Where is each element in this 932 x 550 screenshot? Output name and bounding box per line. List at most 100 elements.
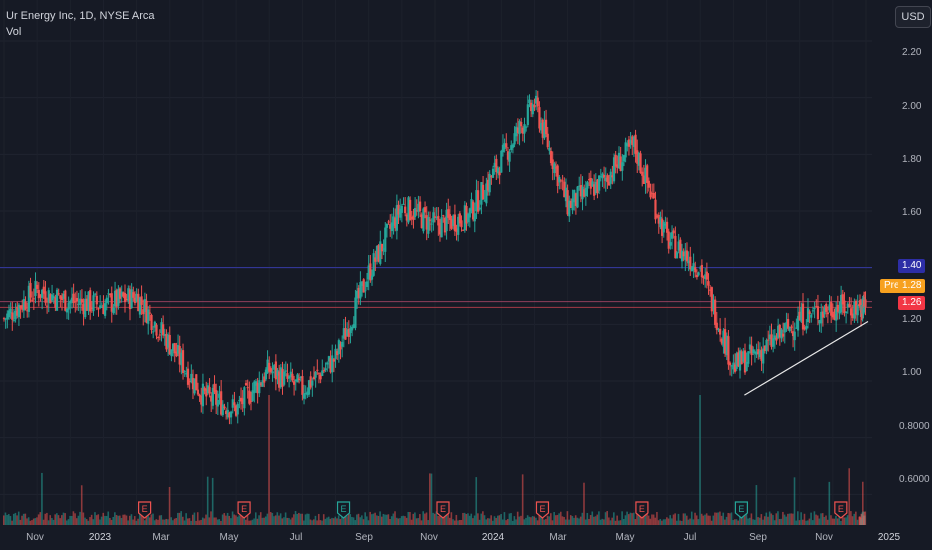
volume-bar xyxy=(710,520,713,525)
volume-bar xyxy=(810,512,812,525)
candle-body xyxy=(181,350,185,373)
earnings-label: E xyxy=(440,504,446,514)
candle-body xyxy=(644,167,647,183)
candle-body xyxy=(125,298,128,300)
time-label: Sep xyxy=(355,532,373,543)
candle-body xyxy=(205,388,208,397)
volume-bar xyxy=(811,520,814,525)
candle-body xyxy=(854,300,858,315)
volume-bar xyxy=(649,518,652,525)
volume-bar xyxy=(4,512,7,525)
candle-body xyxy=(745,361,748,372)
candle-body xyxy=(687,260,690,264)
candle-body xyxy=(788,326,791,331)
volume-bar xyxy=(301,513,303,525)
candle-body xyxy=(604,177,607,182)
candle-body xyxy=(208,387,211,394)
candle-body xyxy=(266,359,269,374)
candle-body xyxy=(665,221,669,233)
candle-body xyxy=(155,324,158,336)
candle-body xyxy=(160,322,163,334)
volume-bar xyxy=(664,519,667,525)
candle-body xyxy=(228,412,231,418)
volume-bar xyxy=(526,515,529,525)
volume-bar xyxy=(157,519,159,525)
volume-bar xyxy=(543,519,546,525)
volume-bar xyxy=(624,515,627,525)
volume-bar xyxy=(185,513,187,525)
volume-bar xyxy=(332,518,335,525)
candle-body xyxy=(382,248,385,250)
volume-bar xyxy=(851,516,854,525)
volume-bar xyxy=(480,513,483,525)
candle-body xyxy=(801,303,805,330)
candle-body xyxy=(675,252,679,259)
candle-body xyxy=(503,143,506,150)
candle-body xyxy=(97,308,100,310)
candle-body xyxy=(55,289,59,311)
candle-body xyxy=(755,351,758,355)
candle-body xyxy=(147,309,150,324)
volume-bar xyxy=(208,517,211,525)
candle-body xyxy=(467,213,470,223)
volume-bar xyxy=(763,516,766,525)
volume-bar xyxy=(835,515,837,525)
candle-body xyxy=(526,104,529,125)
volume-bar xyxy=(304,514,307,525)
candle-body xyxy=(768,334,771,340)
volume-bar xyxy=(768,511,771,525)
candle-body xyxy=(352,324,355,329)
candle-body xyxy=(84,298,87,318)
volume-bar xyxy=(762,519,764,525)
volume-bar xyxy=(251,519,254,525)
volume-bar xyxy=(170,517,173,525)
candle-body xyxy=(389,224,392,229)
volume-bar xyxy=(752,519,754,525)
volume-bar xyxy=(793,477,796,525)
candle-body xyxy=(54,297,57,308)
candle-body xyxy=(539,122,543,131)
volume-bar xyxy=(61,515,63,525)
time-label: Sep xyxy=(749,532,767,543)
volume-bar xyxy=(230,518,232,525)
volume-bar xyxy=(780,518,783,525)
volume-bar xyxy=(845,517,847,525)
candle-body xyxy=(309,376,312,388)
currency-button[interactable]: USD xyxy=(895,6,931,28)
volume-bar xyxy=(467,513,469,525)
candle-body xyxy=(286,373,289,379)
candle-body xyxy=(800,307,803,322)
candle-body xyxy=(541,119,544,138)
volume-bar xyxy=(538,515,541,525)
volume-label[interactable]: Vol xyxy=(6,26,22,38)
volume-bar xyxy=(36,517,38,525)
trend-line[interactable] xyxy=(744,320,869,396)
candle-body xyxy=(135,293,138,302)
symbol-title[interactable]: Ur Energy Inc, 1D, NYSE Arca xyxy=(6,10,155,22)
volume-bar xyxy=(274,515,277,525)
candle-body xyxy=(737,352,740,367)
volume-bar xyxy=(107,511,110,525)
volume-bar xyxy=(346,516,348,525)
candle-body xyxy=(185,372,188,375)
volume-bar xyxy=(392,513,395,525)
volume-bar xyxy=(133,516,136,525)
volume-bar xyxy=(783,514,786,525)
volume-bar xyxy=(236,516,239,525)
candle-body xyxy=(387,221,390,223)
candle-body xyxy=(500,150,503,173)
volume-bar xyxy=(743,514,746,525)
volume-bar xyxy=(821,513,824,525)
volume-bar xyxy=(405,517,408,525)
candle-body xyxy=(544,119,548,135)
volume-bar xyxy=(69,515,71,525)
candle-body xyxy=(399,208,402,218)
volume-bar xyxy=(417,518,420,525)
volume-bar xyxy=(16,515,18,525)
volume-bar xyxy=(213,517,216,525)
candle-body xyxy=(46,305,49,307)
candle-body xyxy=(763,345,766,352)
candle-body xyxy=(780,329,783,339)
volume-bar xyxy=(293,514,295,525)
